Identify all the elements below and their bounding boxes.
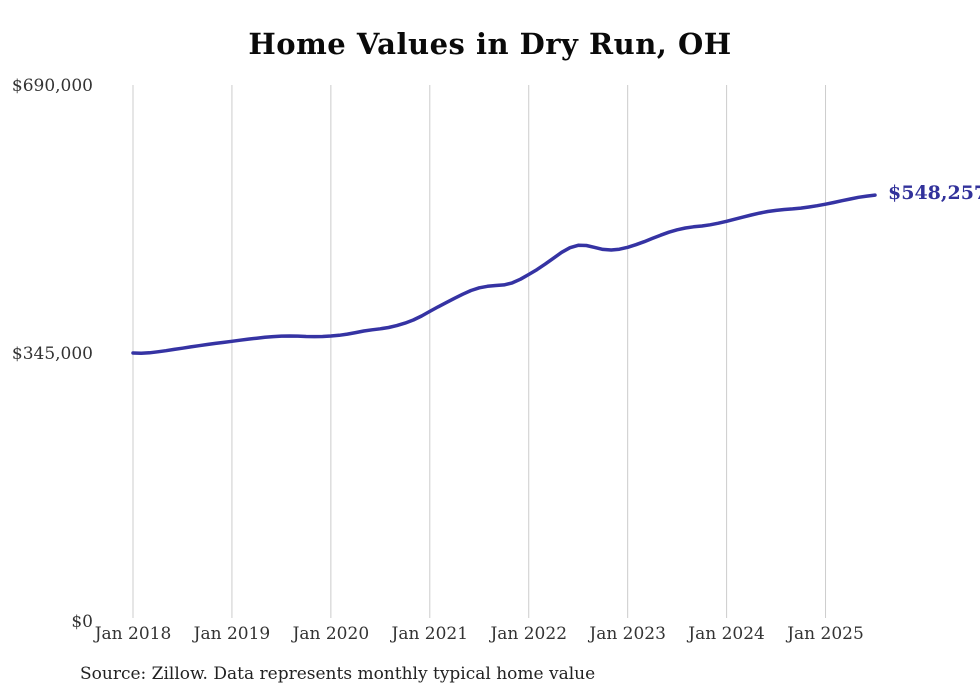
home-value-line xyxy=(131,193,877,355)
x-tick-label: Jan 2018 xyxy=(93,624,172,644)
x-tick-label: Jan 2022 xyxy=(488,624,567,644)
x-tick-label: Jan 2023 xyxy=(587,624,666,644)
x-tick-label: Jan 2024 xyxy=(686,624,765,644)
source-note: Source: Zillow. Data represents monthly … xyxy=(80,664,596,684)
latest-value-label: $548,257 xyxy=(888,182,980,204)
chart-title: Home Values in Dry Run, OH xyxy=(248,27,732,61)
y-tick-label: $0 xyxy=(71,612,93,632)
x-tick-label: Jan 2020 xyxy=(291,624,370,644)
x-tick-label: Jan 2021 xyxy=(390,624,469,644)
y-tick-label: $690,000 xyxy=(12,76,93,96)
x-tick-label: Jan 2019 xyxy=(192,624,271,644)
y-tick-label: $345,000 xyxy=(12,344,93,364)
x-tick-label: Jan 2025 xyxy=(785,624,864,644)
